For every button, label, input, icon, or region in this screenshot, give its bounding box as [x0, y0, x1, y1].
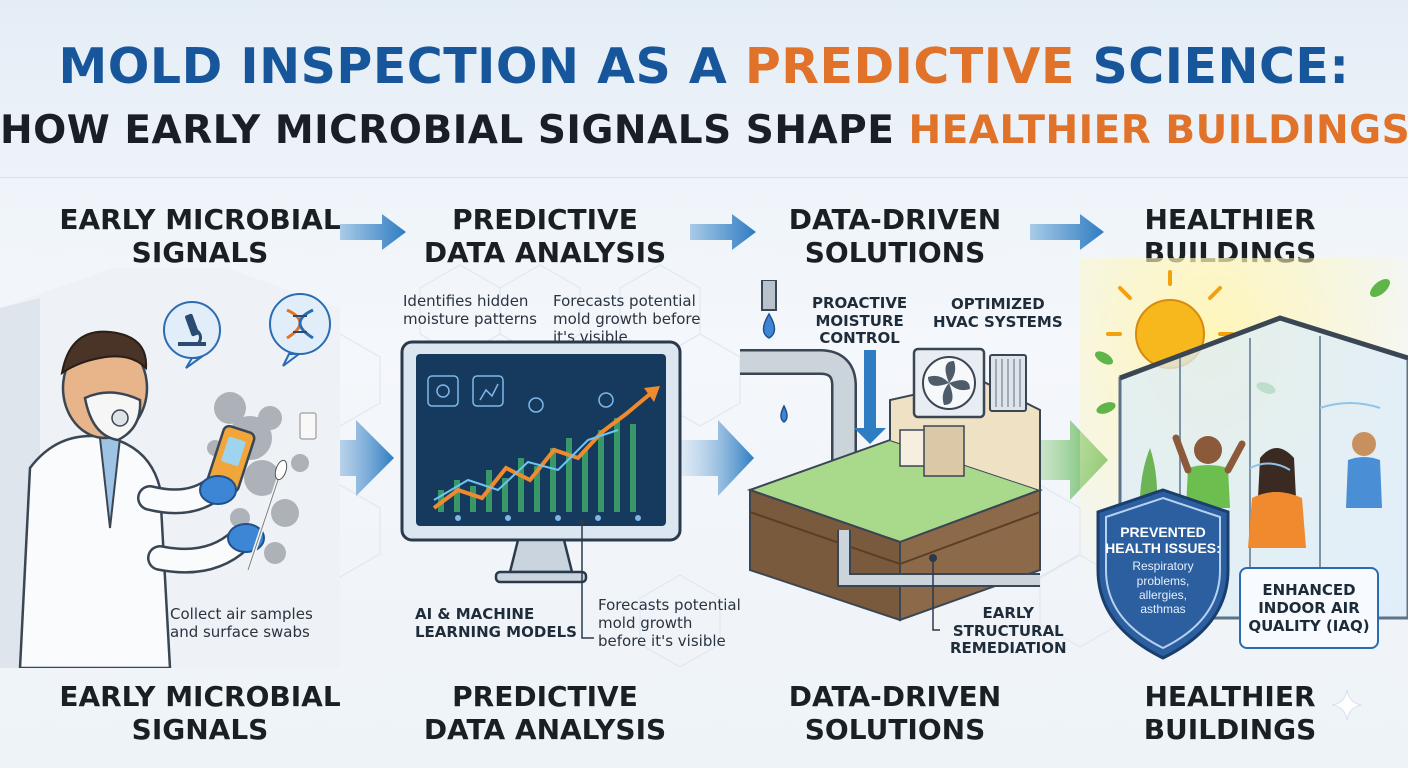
shield-icon: [1096, 488, 1230, 660]
arrow-right-icon: [1030, 214, 1104, 250]
main-title-line-2: HOW EARLY MICROBIAL SIGNALS SHAPE HEALTH…: [0, 108, 1408, 153]
scientist-illustration: [0, 268, 340, 668]
callout-line: [579, 519, 594, 639]
step-heading-top-2: PREDICTIVE DATA ANALYSIS: [423, 203, 667, 270]
hvac-label: OPTIMIZED HVAC SYSTEMS: [933, 295, 1063, 331]
structural-remediation-label: EARLY STRUCTURAL REMEDIATION: [950, 604, 1067, 658]
step-heading-bottom-3: DATA-DRIVEN SOLUTIONS: [788, 680, 1002, 747]
mold-forecast-note: Forecasts potential mold growth before i…: [553, 292, 701, 346]
step-heading-bottom-2: PREDICTIVE DATA ANALYSIS: [423, 680, 667, 747]
step-heading-bottom-1: EARLY MICROBIAL SIGNALS: [59, 680, 341, 747]
step-heading-bottom-4: HEALTHIER BUILDINGS: [1143, 680, 1317, 747]
sparkle-icon: [1332, 690, 1362, 720]
arrow-right-icon: [690, 214, 756, 250]
iaq-badge: ENHANCED INDOOR AIR QUALITY (IAQ): [1239, 567, 1379, 649]
large-arrow-right-icon: [660, 420, 754, 496]
main-title-line-1: MOLD INSPECTION AS A PREDICTIVE SCIENCE:: [58, 38, 1350, 95]
moisture-control-label: PROACTIVE MOISTURE CONTROL: [812, 294, 908, 348]
hvac-fan-icon: [912, 347, 1027, 419]
large-arrow-right-icon: [290, 420, 394, 496]
step-heading-top-3: DATA-DRIVEN SOLUTIONS: [788, 203, 1002, 270]
moisture-pattern-note: Identifies hidden moisture patterns: [403, 292, 537, 328]
step-heading-top-1: EARLY MICROBIAL SIGNALS: [59, 203, 341, 270]
ml-models-label: AI & MACHINE LEARNING MODELS: [415, 605, 577, 641]
mold-forecast-note-bottom: Forecasts potential mold growth before i…: [598, 596, 741, 650]
microscope-icon: [163, 301, 221, 369]
header-band: [0, 0, 1408, 178]
dna-icon: [269, 293, 331, 367]
shield-text: PREVENTED HEALTH ISSUES: Respiratory pro…: [1105, 524, 1221, 617]
arrow-right-icon: [340, 214, 406, 250]
air-sample-caption: Collect air samples and surface swabs: [170, 605, 313, 641]
analytics-monitor: [400, 340, 682, 584]
